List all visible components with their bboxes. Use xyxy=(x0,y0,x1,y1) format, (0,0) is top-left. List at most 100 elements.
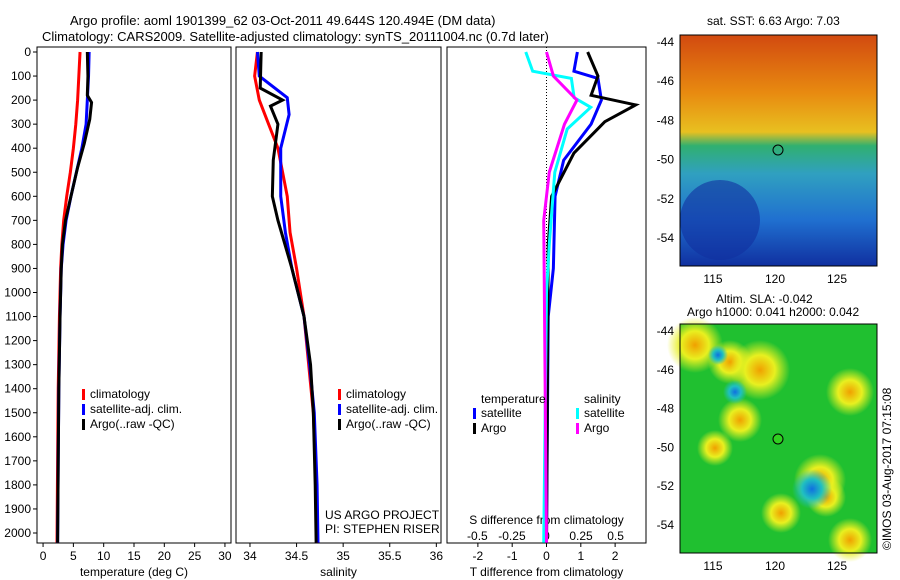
legend-label: satellite xyxy=(584,406,625,420)
y-tick-label: 1400 xyxy=(4,382,31,396)
x-axis-label: T difference from climatology xyxy=(470,565,624,579)
series-line-argo-raw-qc- xyxy=(56,51,94,543)
sst-map-title: sat. SST: 6.63 Argo: 7.03 xyxy=(707,14,840,28)
sla-high-blob xyxy=(730,340,790,400)
panel-0: 0100200300400500600700800900100011001200… xyxy=(4,45,232,579)
panel-1: 34 34.5 35 35.5 36 salinity climatologysatelli… xyxy=(235,46,444,579)
legend-swatch xyxy=(473,408,476,419)
x2-tick-label: -0.25 xyxy=(498,529,526,543)
series-line-s-argo xyxy=(542,51,579,543)
map-lon-label: 115 xyxy=(703,272,722,286)
y-tick-label: 1900 xyxy=(4,502,31,516)
legend-swatch xyxy=(576,423,579,434)
x-tick-label: 20 xyxy=(158,549,172,563)
legend-swatch xyxy=(82,389,85,400)
sla-high-blob xyxy=(718,398,762,442)
map-lon-label: 120 xyxy=(765,272,785,286)
legend-heading-temperature: temperature xyxy=(481,392,546,406)
x-tick-label: 36 xyxy=(430,549,444,563)
x-tick-label: -1 xyxy=(507,549,518,563)
sla-map-title-1: Altim. SLA: -0.042 xyxy=(716,292,813,306)
map-frame xyxy=(679,34,878,267)
map-lon-label: 125 xyxy=(827,559,847,573)
y-tick-label: 1300 xyxy=(4,358,31,372)
sla-map: -44 -46 -48 -50 -52 -54 115 120 125 xyxy=(657,317,878,573)
sla-high-blob xyxy=(828,518,872,562)
axes-box xyxy=(235,46,442,544)
map-lon-label: 125 xyxy=(827,272,847,286)
sla-high-blob xyxy=(761,493,801,533)
legend-label: Argo xyxy=(584,421,610,435)
x-tick-label: 0 xyxy=(543,549,550,563)
credit-line2: PI: STEPHEN RISER xyxy=(325,522,440,536)
map-lat-label: -44 xyxy=(657,324,675,338)
legend-swatch xyxy=(473,423,476,434)
credit-block: US ARGO PROJECT PI: STEPHEN RISER xyxy=(325,508,440,536)
map-lat-label: -52 xyxy=(657,479,675,493)
sla-map-title-2: Argo h1000: 0.041 h2000: 0.042 xyxy=(687,305,860,319)
legend-swatch xyxy=(338,419,341,430)
x-tick-label: 35.5 xyxy=(378,549,402,563)
axes-box xyxy=(36,46,232,544)
legend-heading-salinity: salinity xyxy=(584,392,621,406)
x-tick-label: 30 xyxy=(218,549,232,563)
x-tick-label: 34.5 xyxy=(285,549,309,563)
title-line1: Argo profile: aoml 1901399_62 03-Oct-201… xyxy=(70,13,496,28)
y-tick-label: 500 xyxy=(11,165,31,179)
legend-swatch xyxy=(576,408,579,419)
x-tick-label: 15 xyxy=(127,549,141,563)
argo-position-marker xyxy=(772,144,784,156)
series-line-satellite-adj-clim- xyxy=(56,51,91,543)
map-lat-label: -46 xyxy=(657,363,675,377)
legend-label: Argo(..raw -QC) xyxy=(90,417,175,431)
sla-low-blob xyxy=(792,469,832,509)
sst-cold-patch xyxy=(680,180,760,260)
legend-swatch xyxy=(338,404,341,415)
map-lat-label: -52 xyxy=(657,192,675,206)
legend-label: climatology xyxy=(346,387,406,401)
x2-tick-label: -0.5 xyxy=(467,529,488,543)
map-lat-label: -48 xyxy=(657,113,675,127)
y-tick-label: 1500 xyxy=(4,406,31,420)
sla-high-blob xyxy=(826,368,874,416)
y-tick-label: 700 xyxy=(11,213,31,227)
legend-label: satellite-adj. clim. xyxy=(346,402,438,416)
sla-high-blob xyxy=(697,430,733,466)
legend-label: Argo(..raw -QC) xyxy=(346,417,431,431)
map-lon-label: 115 xyxy=(703,559,722,573)
legend-swatch xyxy=(82,404,85,415)
x-tick-label: 10 xyxy=(97,549,111,563)
legend-swatch xyxy=(82,419,85,430)
sla-low-blob xyxy=(708,345,728,365)
x2-tick-label: 0.5 xyxy=(607,529,624,543)
x-tick-label: 1 xyxy=(577,549,584,563)
y-tick-label: 100 xyxy=(11,69,31,83)
sst-map: -44 -46 -48 -50 -52 -54 115 120 125 xyxy=(657,34,878,286)
y-tick-label: 0 xyxy=(24,45,31,59)
y-tick-label: 1200 xyxy=(4,334,31,348)
legend-label: climatology xyxy=(90,387,150,401)
map-frame xyxy=(679,323,878,554)
series-line-argo-raw-qc- xyxy=(258,51,318,543)
y-tick-label: 1800 xyxy=(4,478,31,492)
y-tick-label: 400 xyxy=(11,141,31,155)
sla-low-blob xyxy=(723,380,747,404)
series-line-satellite-adj-clim- xyxy=(255,51,320,543)
map-lat-label: -54 xyxy=(657,518,675,532)
map-lat-label: -50 xyxy=(657,440,675,454)
x-tick-label: 34 xyxy=(243,549,257,563)
legend-label: satellite xyxy=(481,406,522,420)
y-tick-label: 900 xyxy=(11,261,31,275)
legend-label: satellite-adj. clim. xyxy=(90,402,182,416)
x-axis-label: temperature (deg C) xyxy=(80,565,188,579)
x-tick-label: 5 xyxy=(70,549,77,563)
y-tick-label: 800 xyxy=(11,237,31,251)
y-tick-label: 1000 xyxy=(4,286,31,300)
y-tick-label: 1100 xyxy=(5,310,31,324)
map-lon-label: 120 xyxy=(765,559,785,573)
map-lat-label: -46 xyxy=(657,74,675,88)
title-line2: Climatology: CARS2009. Satellite-adjuste… xyxy=(42,29,549,44)
